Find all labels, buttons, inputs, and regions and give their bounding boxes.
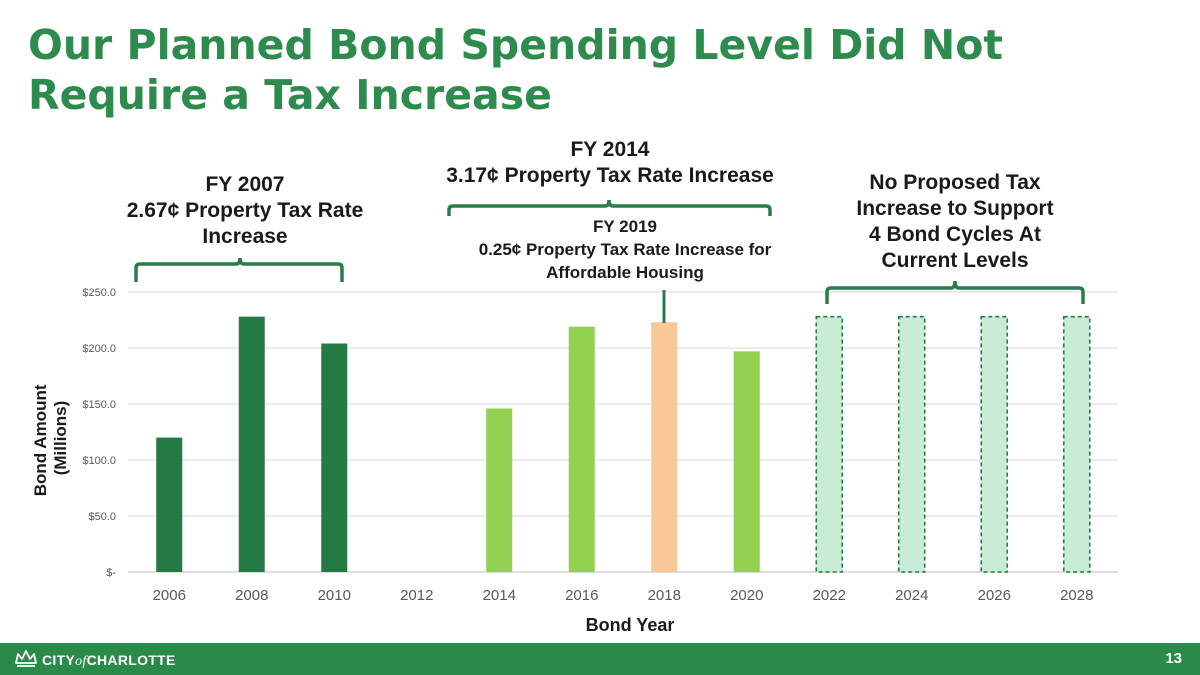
annotation-proposed-line-4: Current Levels (881, 249, 1029, 272)
bar-2024 (897, 315, 926, 573)
y-axis-title-line-1: Bond Amount (31, 384, 50, 496)
bar-2016 (568, 326, 595, 572)
annotation-fy2019-detail: 0.25¢ Property Tax Rate Increase for (478, 240, 772, 259)
x-tick-label: 2016 (565, 587, 598, 604)
annotation-fy2019-year: FY 2019 (593, 217, 657, 236)
slide-title: Our Planned Bond Spending Level Did Not … (28, 21, 1004, 119)
annotation-proposed-line-1: No Proposed Tax (869, 171, 1041, 194)
brace-fy2014 (447, 199, 772, 216)
annotation-fy2014-detail: 3.17¢ Property Tax Rate Increase (446, 164, 774, 187)
y-axis-ticks: $- $50.0 $100.0 $150.0 $200.0 $250.0 (82, 287, 116, 579)
x-tick-label: 2012 (400, 587, 433, 604)
x-tick-label: 2010 (318, 587, 351, 604)
x-tick-label: 2006 (153, 587, 186, 604)
chart-bars (156, 315, 1091, 573)
x-tick-label: 2020 (730, 587, 763, 604)
annotation-fy2007: FY 2007 2.67¢ Property Tax Rate Increase (100, 172, 390, 250)
x-tick-label: 2014 (483, 587, 516, 604)
x-tick-label: 2018 (648, 587, 681, 604)
annotation-proposed-line-3: 4 Bond Cycles At (869, 223, 1041, 246)
brace-proposed (825, 280, 1085, 304)
logo-of: of (75, 653, 87, 669)
bar-2018 (651, 322, 678, 572)
annotation-fy2007-detail: 2.67¢ Property Tax Rate (126, 199, 364, 222)
annotation-fy2014-year: FY 2014 (570, 138, 650, 161)
x-tick-label: 2026 (978, 587, 1011, 604)
bar-2022 (815, 315, 844, 573)
y-tick-label: $200.0 (82, 343, 116, 355)
city-logo[interactable]: CITYofCHARLOTTE (14, 648, 176, 673)
x-tick-label: 2024 (895, 587, 928, 604)
x-tick-label: 2022 (813, 587, 846, 604)
y-tick-label: $100.0 (82, 455, 116, 467)
footer-bar: CITYofCHARLOTTE 13 (0, 643, 1200, 675)
y-tick-label: $150.0 (82, 399, 116, 411)
crown-icon (14, 648, 38, 673)
annotation-fy2014: FY 2014 3.17¢ Property Tax Rate Increase (410, 137, 810, 189)
chart-braces (134, 199, 1085, 323)
annotation-fy2019: FY 2019 0.25¢ Property Tax Rate Increase… (430, 215, 820, 284)
bar-2006 (156, 437, 183, 572)
x-axis-ticks: 2006 2008 2010 2012 2014 2016 2018 2020 2022 2024… (153, 587, 1094, 604)
y-tick-label: $- (106, 567, 116, 579)
x-tick-label: 2028 (1060, 587, 1093, 604)
y-tick-label: $50.0 (88, 511, 116, 523)
annotation-proposed: No Proposed Tax Increase to Support 4 Bo… (810, 170, 1100, 274)
bar-2008 (238, 316, 265, 572)
logo-city: CITY (42, 651, 76, 668)
annotation-proposed-line-2: Increase to Support (856, 197, 1054, 220)
y-axis-title-line-2: (Millions) (51, 401, 70, 476)
bond-chart: $- $50.0 $100.0 $150.0 $200.0 $250.0 2006 2008… (31, 199, 1118, 635)
annotation-fy2007-year: FY 2007 (205, 173, 285, 196)
chart-gridlines (128, 291, 1118, 573)
logo-name: CHARLOTTE (86, 651, 176, 668)
bar-2026 (980, 315, 1009, 573)
bar-2010 (321, 343, 348, 572)
annotation-fy2007-detail-2: Increase (202, 225, 288, 248)
x-tick-label: 2008 (235, 587, 268, 604)
bar-2020 (733, 351, 760, 572)
logo-text: CITYofCHARLOTTE (42, 652, 176, 670)
y-axis-title: Bond Amount (Millions) (31, 380, 70, 496)
annotation-fy2019-detail-2: Affordable Housing (546, 263, 704, 282)
y-tick-label: $250.0 (82, 287, 116, 299)
bar-2014 (486, 408, 513, 572)
bar-2028 (1062, 315, 1091, 573)
page-number: 13 (1165, 650, 1182, 667)
x-axis-title: Bond Year (586, 615, 675, 635)
brace-fy2007 (134, 257, 344, 282)
